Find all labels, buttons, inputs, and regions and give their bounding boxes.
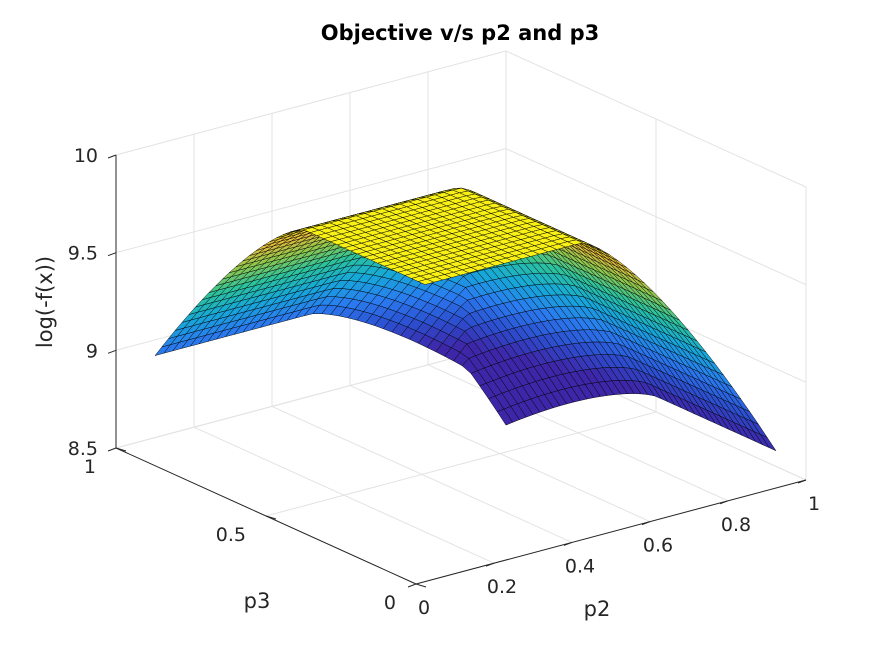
y-tick	[115, 447, 127, 452]
wall-grid-z	[505, 50, 807, 188]
y-tick-label: 0.5	[216, 524, 246, 546]
x-axis-line	[415, 479, 807, 585]
z-axis-label: log(-f(x))	[33, 256, 57, 348]
z-tick	[107, 447, 117, 452]
x-tick-label: 0	[418, 597, 430, 619]
x-tick-label: 0.6	[643, 535, 673, 557]
x-tick	[485, 562, 495, 567]
y-tick-label: 1	[84, 456, 96, 478]
x-tick-label: 0.4	[565, 555, 595, 577]
z-tick	[107, 349, 117, 354]
z-tick-label: 10	[74, 145, 98, 167]
x-tick	[797, 479, 807, 484]
wall-grid-z	[115, 148, 507, 254]
chart-title: Objective v/s p2 and p3	[321, 21, 600, 45]
y-tick	[415, 583, 427, 588]
x-tick	[407, 583, 417, 588]
z-tick	[107, 154, 117, 159]
surface-mesh	[154, 187, 777, 452]
y-axis-label: p3	[244, 589, 271, 613]
y-tick-label: 0	[384, 592, 396, 614]
x-tick-label: 0.2	[487, 576, 517, 598]
wall-grid-z	[115, 343, 507, 449]
z-tick-label: 9	[86, 340, 98, 362]
z-tick	[107, 252, 117, 257]
x-axis-label: p2	[584, 597, 611, 621]
surface-facet	[418, 278, 435, 285]
x-tick	[641, 521, 651, 526]
x-tick-label: 1	[808, 493, 820, 515]
x-tick	[563, 541, 573, 546]
z-tick-label: 8.5	[68, 438, 98, 460]
x-tick-label: 0.8	[721, 514, 751, 536]
z-tick-label: 9.5	[68, 243, 98, 265]
y-tick	[265, 515, 277, 520]
x-tick	[719, 500, 729, 505]
wall-grid-z	[115, 50, 507, 156]
floor-grid-y	[265, 411, 657, 517]
wall-grid-z	[505, 148, 807, 286]
